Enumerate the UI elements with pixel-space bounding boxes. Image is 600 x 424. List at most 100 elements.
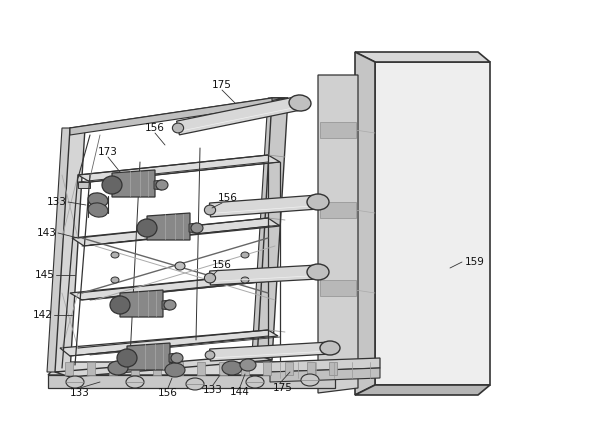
Polygon shape bbox=[109, 362, 117, 375]
Polygon shape bbox=[48, 375, 335, 388]
Polygon shape bbox=[70, 273, 280, 300]
Ellipse shape bbox=[137, 219, 157, 237]
Polygon shape bbox=[241, 362, 249, 375]
Ellipse shape bbox=[241, 277, 249, 283]
Polygon shape bbox=[219, 362, 227, 375]
Polygon shape bbox=[375, 62, 490, 385]
Polygon shape bbox=[189, 223, 197, 233]
Text: 156: 156 bbox=[158, 388, 178, 398]
Polygon shape bbox=[263, 362, 271, 375]
Ellipse shape bbox=[126, 376, 144, 388]
Ellipse shape bbox=[156, 180, 168, 190]
Text: 173: 173 bbox=[98, 147, 118, 157]
Ellipse shape bbox=[246, 376, 264, 388]
Polygon shape bbox=[154, 180, 162, 190]
Polygon shape bbox=[162, 300, 170, 310]
Text: 156: 156 bbox=[218, 193, 238, 203]
Text: 145: 145 bbox=[35, 270, 55, 280]
Polygon shape bbox=[355, 52, 490, 62]
Polygon shape bbox=[70, 98, 288, 128]
Polygon shape bbox=[70, 98, 272, 135]
Polygon shape bbox=[307, 362, 315, 375]
Ellipse shape bbox=[205, 205, 215, 215]
Polygon shape bbox=[112, 170, 155, 197]
Ellipse shape bbox=[164, 300, 176, 310]
Polygon shape bbox=[72, 218, 280, 246]
Polygon shape bbox=[55, 355, 272, 377]
Polygon shape bbox=[270, 358, 380, 372]
Text: 133: 133 bbox=[203, 385, 223, 395]
Text: 156: 156 bbox=[145, 123, 165, 133]
Polygon shape bbox=[209, 342, 331, 361]
Ellipse shape bbox=[222, 361, 242, 375]
Text: 156: 156 bbox=[212, 260, 232, 270]
Ellipse shape bbox=[307, 194, 329, 210]
Ellipse shape bbox=[205, 273, 215, 283]
Polygon shape bbox=[320, 202, 356, 218]
Polygon shape bbox=[47, 128, 78, 372]
Text: 144: 144 bbox=[230, 387, 250, 397]
Ellipse shape bbox=[301, 374, 319, 386]
Polygon shape bbox=[78, 155, 280, 182]
Polygon shape bbox=[147, 213, 190, 240]
Polygon shape bbox=[175, 362, 183, 375]
Polygon shape bbox=[285, 362, 293, 375]
Ellipse shape bbox=[307, 264, 329, 280]
Ellipse shape bbox=[111, 252, 119, 258]
Polygon shape bbox=[209, 195, 319, 217]
Ellipse shape bbox=[165, 363, 185, 377]
Polygon shape bbox=[78, 182, 90, 188]
Ellipse shape bbox=[88, 193, 108, 207]
Polygon shape bbox=[120, 290, 163, 317]
Polygon shape bbox=[320, 122, 356, 138]
Ellipse shape bbox=[191, 223, 203, 233]
Polygon shape bbox=[320, 280, 356, 296]
Polygon shape bbox=[48, 362, 335, 375]
Ellipse shape bbox=[66, 376, 84, 388]
Ellipse shape bbox=[241, 252, 249, 258]
Polygon shape bbox=[176, 96, 301, 135]
Ellipse shape bbox=[88, 203, 108, 217]
Ellipse shape bbox=[108, 361, 128, 375]
Ellipse shape bbox=[292, 96, 308, 110]
Ellipse shape bbox=[171, 353, 183, 363]
Polygon shape bbox=[318, 75, 358, 393]
Polygon shape bbox=[257, 98, 288, 360]
Ellipse shape bbox=[111, 277, 119, 283]
Text: 159: 159 bbox=[465, 257, 485, 267]
Ellipse shape bbox=[310, 195, 326, 209]
Polygon shape bbox=[153, 362, 161, 375]
Polygon shape bbox=[270, 368, 380, 382]
Polygon shape bbox=[55, 128, 85, 372]
Polygon shape bbox=[60, 330, 278, 356]
Polygon shape bbox=[252, 98, 285, 355]
Text: 143: 143 bbox=[37, 228, 57, 238]
Polygon shape bbox=[355, 385, 490, 395]
Ellipse shape bbox=[320, 341, 340, 355]
Ellipse shape bbox=[110, 296, 130, 314]
Polygon shape bbox=[87, 362, 95, 375]
Ellipse shape bbox=[175, 262, 185, 270]
Ellipse shape bbox=[102, 176, 122, 194]
Ellipse shape bbox=[117, 349, 137, 367]
Ellipse shape bbox=[310, 265, 326, 279]
Polygon shape bbox=[197, 362, 205, 375]
Text: 133: 133 bbox=[70, 388, 90, 398]
Ellipse shape bbox=[289, 95, 311, 111]
Text: 133: 133 bbox=[47, 197, 67, 207]
Polygon shape bbox=[127, 343, 170, 370]
Ellipse shape bbox=[186, 378, 204, 390]
Polygon shape bbox=[209, 265, 319, 285]
Polygon shape bbox=[169, 353, 177, 363]
Ellipse shape bbox=[240, 359, 256, 371]
Polygon shape bbox=[65, 362, 73, 375]
Ellipse shape bbox=[323, 342, 337, 354]
Text: 175: 175 bbox=[273, 383, 293, 393]
Ellipse shape bbox=[205, 351, 215, 359]
Polygon shape bbox=[329, 362, 337, 375]
Polygon shape bbox=[355, 52, 375, 395]
Text: 142: 142 bbox=[33, 310, 53, 320]
Text: 175: 175 bbox=[212, 80, 232, 90]
Polygon shape bbox=[131, 362, 139, 375]
Ellipse shape bbox=[172, 123, 184, 133]
